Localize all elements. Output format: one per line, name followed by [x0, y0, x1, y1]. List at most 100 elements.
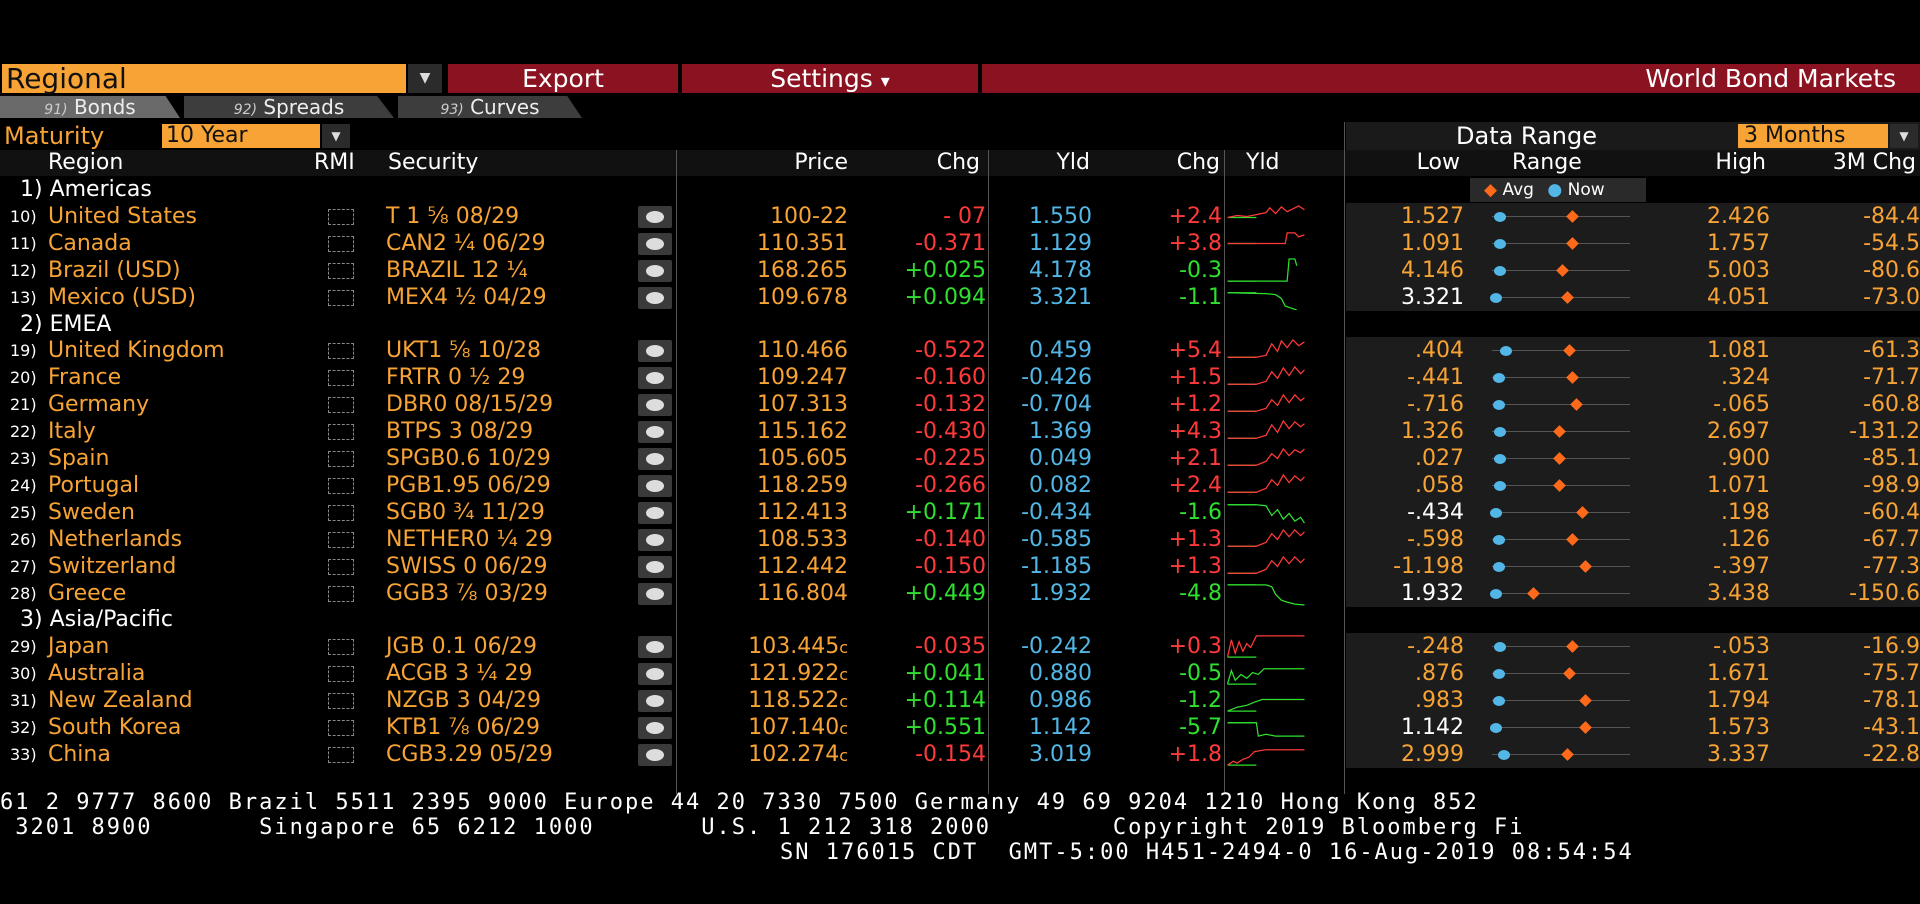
security-ticker[interactable]: JGB 0.1 06/29	[386, 634, 538, 660]
table-row[interactable]: 31) New Zealand NZGB 3 04/29 118.522c +0.114…	[0, 687, 1920, 715]
regional-dropdown[interactable]: Regional	[2, 64, 406, 94]
chart-icon[interactable]	[638, 394, 672, 417]
region-name[interactable]: Netherlands	[48, 526, 183, 552]
rmi-checkbox[interactable]	[328, 343, 354, 360]
col-yld-chart[interactable]: Yld	[1246, 150, 1280, 175]
rmi-checkbox[interactable]	[328, 639, 354, 656]
settings-button[interactable]: Settings ▾	[682, 64, 978, 93]
region-name[interactable]: Japan	[48, 634, 110, 660]
security-ticker[interactable]: NETHER0 ¼ 29	[386, 526, 553, 552]
table-row[interactable]: 32) South Korea KTB1 ⅞ 06/29 107.140c +0.551…	[0, 714, 1920, 741]
region-name[interactable]: South Korea	[48, 715, 182, 740]
col-low[interactable]: Low	[1416, 150, 1460, 175]
security-ticker[interactable]: CAN2 ¼ 06/29	[386, 230, 546, 256]
table-row[interactable]: 26) Netherlands NETHER0 ¼ 29 108.533 -0.140 -…	[0, 525, 1920, 553]
chevron-down-icon[interactable]: ▼	[408, 64, 442, 93]
group-header[interactable]: 3) Asia/Pacific	[0, 606, 1920, 633]
rmi-checkbox[interactable]	[328, 370, 354, 387]
region-name[interactable]: France	[48, 365, 122, 391]
security-ticker[interactable]: DBR0 08/15/29	[386, 392, 554, 418]
security-ticker[interactable]: T 1 ⅝ 08/29	[386, 203, 520, 229]
chart-icon[interactable]	[638, 205, 672, 228]
col-price-chg[interactable]: Chg	[936, 150, 980, 175]
region-name[interactable]: Canada	[48, 230, 132, 256]
rmi-checkbox[interactable]	[328, 451, 354, 467]
chart-icon[interactable]	[638, 474, 672, 497]
table-row[interactable]: 12) Brazil (USD) BRAZIL 12 ¼ 168.265 +0.025 4…	[0, 256, 1920, 284]
col-high[interactable]: High	[1715, 150, 1766, 175]
table-row[interactable]: 27) Switzerland SWISS 0 06/29 112.442 -0.150…	[0, 552, 1920, 580]
chart-icon[interactable]	[638, 555, 672, 578]
table-row[interactable]: 10) United States T 1 ⅝ 08/29 100-22 - 07 1.5…	[0, 202, 1920, 230]
rmi-checkbox[interactable]	[328, 289, 354, 306]
table-row[interactable]: 21) Germany DBR0 08/15/29 107.313 -0.132 -0.7…	[0, 391, 1920, 419]
region-name[interactable]: New Zealand	[48, 688, 193, 714]
rmi-checkbox[interactable]	[328, 720, 354, 736]
region-name[interactable]: Switzerland	[48, 553, 177, 579]
security-ticker[interactable]: SPGB0.6 10/29	[386, 446, 551, 471]
col-security[interactable]: Security	[388, 150, 479, 175]
tab-bonds[interactable]: 91) Bonds	[0, 96, 180, 118]
chart-icon[interactable]	[638, 663, 672, 686]
security-ticker[interactable]: CGB3.29 05/29	[386, 741, 553, 767]
security-ticker[interactable]: KTB1 ⅞ 06/29	[386, 715, 540, 740]
col-rmi[interactable]: RMI	[314, 150, 355, 175]
chart-icon[interactable]	[638, 421, 672, 444]
region-name[interactable]: Germany	[48, 392, 150, 418]
rmi-checkbox[interactable]	[328, 424, 354, 441]
table-row[interactable]: 19) United Kingdom UKT1 ⅝ 10/28 110.466 -0.5…	[0, 337, 1920, 365]
col-range[interactable]: Range	[1512, 150, 1582, 175]
table-row[interactable]: 13) Mexico (USD) MEX4 ½ 04/29 109.678 +0.094…	[0, 283, 1920, 311]
chart-icon[interactable]	[638, 367, 672, 390]
security-ticker[interactable]: BTPS 3 08/29	[386, 419, 534, 445]
security-ticker[interactable]: UKT1 ⅝ 10/28	[386, 338, 541, 364]
chart-icon[interactable]	[638, 286, 672, 309]
rmi-checkbox[interactable]	[328, 208, 354, 225]
tab-spreads[interactable]: 92) Spreads	[184, 96, 394, 118]
table-row[interactable]: 23) Spain SPGB0.6 10/29 105.605 -0.225 0.049 +…	[0, 445, 1920, 472]
region-name[interactable]: China	[48, 741, 111, 767]
rmi-checkbox[interactable]	[328, 585, 354, 602]
region-name[interactable]: Sweden	[48, 499, 135, 525]
chevron-down-icon[interactable]: ▼	[1890, 124, 1918, 148]
group-header[interactable]: 2) EMEA	[0, 311, 1920, 338]
table-row[interactable]: 25) Sweden SGB0 ¾ 11/29 112.413 +0.171 -0.434…	[0, 498, 1920, 526]
security-ticker[interactable]: GGB3 ⅞ 03/29	[386, 580, 548, 606]
rmi-checkbox[interactable]	[328, 504, 354, 521]
region-name[interactable]: Mexico (USD)	[48, 284, 196, 310]
table-row[interactable]: 30) Australia ACGB 3 ¼ 29 121.922c +0.041 0.8…	[0, 660, 1920, 688]
col-yld[interactable]: Yld	[1056, 150, 1090, 175]
export-button[interactable]: Export	[448, 64, 678, 93]
region-name[interactable]: United States	[48, 203, 197, 229]
rmi-checkbox[interactable]	[328, 531, 354, 548]
security-ticker[interactable]: NZGB 3 04/29	[386, 688, 542, 714]
security-ticker[interactable]: PGB1.95 06/29	[386, 472, 551, 498]
col-price[interactable]: Price	[794, 150, 848, 175]
col-yld-chg[interactable]: Chg	[1176, 150, 1220, 175]
table-row[interactable]: 29) Japan JGB 0.1 06/29 103.445c -0.035 -0.24…	[0, 633, 1920, 661]
region-name[interactable]: Greece	[48, 580, 127, 606]
maturity-select[interactable]: 10 Year	[162, 124, 320, 148]
region-name[interactable]: Portugal	[48, 472, 140, 498]
data-range-select[interactable]: 3 Months	[1738, 124, 1888, 148]
rmi-checkbox[interactable]	[328, 477, 354, 494]
chart-icon[interactable]	[638, 501, 672, 524]
group-header[interactable]: 1) Americas	[0, 176, 1920, 203]
rmi-checkbox[interactable]	[328, 397, 354, 414]
security-ticker[interactable]: ACGB 3 ¼ 29	[386, 661, 533, 687]
tab-curves[interactable]: 93) Curves	[398, 96, 582, 118]
security-ticker[interactable]: FRTR 0 ½ 29	[386, 365, 526, 391]
chart-icon[interactable]	[638, 717, 672, 739]
chart-icon[interactable]	[638, 528, 672, 551]
region-name[interactable]: United Kingdom	[48, 338, 225, 364]
security-ticker[interactable]: SGB0 ¾ 11/29	[386, 499, 545, 525]
rmi-checkbox[interactable]	[328, 558, 354, 575]
table-row[interactable]: 28) Greece GGB3 ⅞ 03/29 116.804 +0.449 1.932 -…	[0, 579, 1920, 607]
col-region[interactable]: Region	[48, 150, 124, 175]
table-row[interactable]: 11) Canada CAN2 ¼ 06/29 110.351 -0.371 1.129 +…	[0, 229, 1920, 257]
chart-icon[interactable]	[638, 582, 672, 605]
table-row[interactable]: 20) France FRTR 0 ½ 29 109.247 -0.160 -0.426 +…	[0, 364, 1920, 392]
chevron-down-icon[interactable]: ▼	[322, 124, 350, 148]
security-ticker[interactable]: BRAZIL 12 ¼	[386, 257, 528, 283]
rmi-checkbox[interactable]	[328, 693, 354, 710]
